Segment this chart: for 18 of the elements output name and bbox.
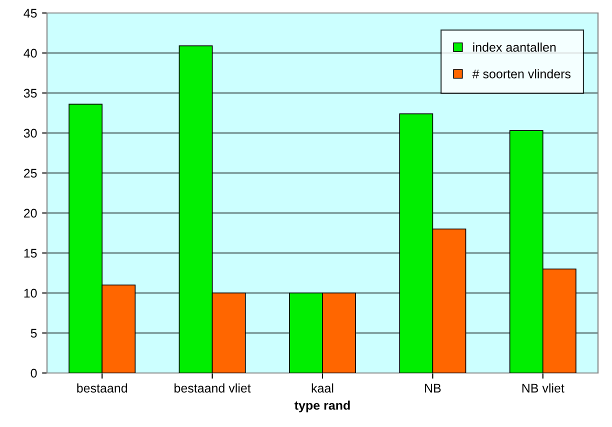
y-tick-label: 35 xyxy=(24,88,37,98)
y-tick-label: 25 xyxy=(24,168,37,178)
y-tick-label: 0 xyxy=(30,368,37,378)
legend-label: index aantallen xyxy=(473,42,556,52)
x-tick-label: bestaand vliet xyxy=(174,383,251,393)
x-tick-label: bestaand xyxy=(77,383,128,393)
y-tick-label: 15 xyxy=(24,248,37,258)
y-tick-label: 45 xyxy=(24,8,37,18)
y-tick-label: 40 xyxy=(24,48,37,58)
y-tick-label: 5 xyxy=(30,328,37,338)
legend-label: # soorten vlinders xyxy=(472,69,571,78)
x-tick-label: NB xyxy=(425,384,441,392)
x-tick-label: kaal xyxy=(312,383,334,393)
x-tick-label: NB vliet xyxy=(522,383,564,393)
y-tick-label: 10 xyxy=(24,288,37,298)
y-tick-label: 20 xyxy=(24,208,37,218)
y-tick-label: 30 xyxy=(24,128,37,138)
x-axis-title: type rand xyxy=(294,400,350,412)
